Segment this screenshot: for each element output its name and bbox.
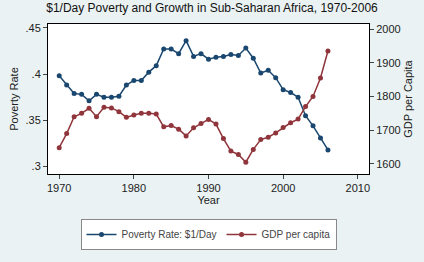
svg-text:1900: 1900: [376, 57, 400, 69]
svg-text:1990: 1990: [196, 182, 220, 194]
svg-text:1700: 1700: [376, 124, 400, 136]
svg-text:.4: .4: [32, 68, 41, 80]
svg-text:1600: 1600: [376, 158, 400, 170]
svg-text:.45: .45: [26, 22, 41, 34]
svg-text:.3: .3: [32, 160, 41, 172]
svg-text:2000: 2000: [271, 182, 295, 194]
svg-text:2010: 2010: [346, 182, 370, 194]
svg-text:.35: .35: [26, 114, 41, 126]
svg-text:1800: 1800: [376, 90, 400, 102]
svg-text:1980: 1980: [122, 182, 146, 194]
svg-text:GDP per capita: GDP per capita: [262, 229, 331, 240]
svg-text:$1/Day Poverty and Growth in S: $1/Day Poverty and Growth in Sub-Saharan…: [46, 1, 378, 15]
svg-text:GDP per Capita: GDP per Capita: [402, 59, 414, 137]
svg-text:Poverty Rate: Poverty Rate: [8, 67, 20, 131]
svg-text:2000: 2000: [376, 23, 400, 35]
svg-text:Poverty Rate: $1/Day: Poverty Rate: $1/Day: [122, 229, 217, 240]
svg-text:1970: 1970: [47, 182, 71, 194]
svg-text:Year: Year: [197, 194, 220, 206]
